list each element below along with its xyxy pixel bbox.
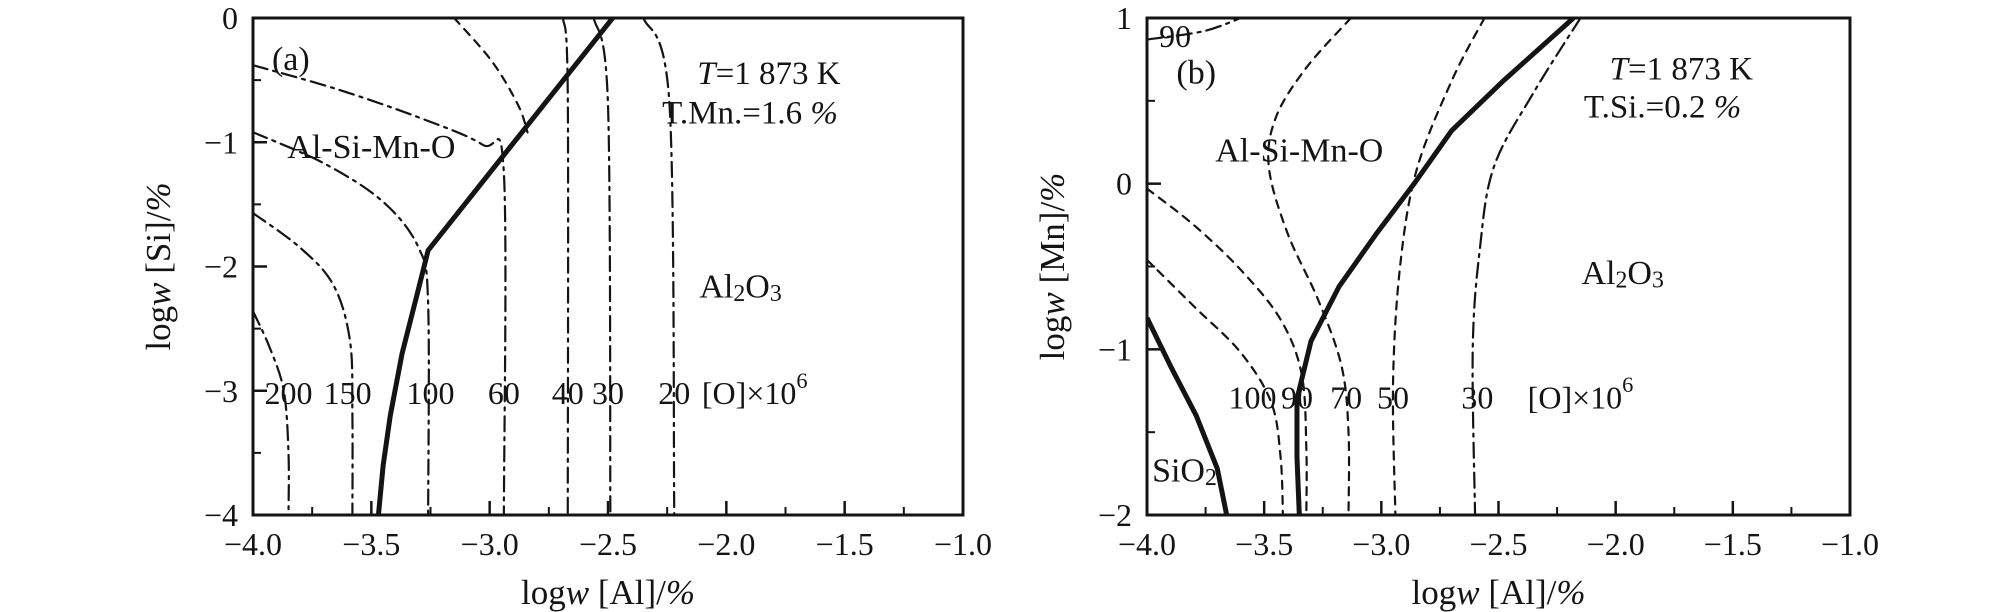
SiO2-phase-boundary — [1147, 316, 1230, 515]
x-tick-label: −1.0 — [1821, 526, 1879, 562]
y-tick-label: 0 — [222, 0, 238, 36]
contour-line-90 — [1147, 187, 1308, 515]
x-tick-label: −3.0 — [1352, 526, 1410, 562]
x-tick-label: −3.0 — [461, 526, 519, 562]
contour-line-60 — [253, 64, 507, 515]
contour-label-60: 60 — [488, 375, 520, 411]
contour-label-100: 100 — [1228, 379, 1276, 415]
contour-line-200 — [253, 310, 290, 515]
contour-line-unlabeled — [453, 18, 529, 134]
contour-line-90 — [1147, 18, 1242, 41]
region-label: Al2O3 — [699, 268, 781, 307]
contour-label-40: 40 — [552, 375, 584, 411]
contour-line-30 — [592, 18, 612, 515]
y-tick-label: −1 — [204, 124, 238, 160]
contour-line-40 — [561, 18, 570, 515]
y-tick-label: −4 — [204, 497, 238, 533]
x-axis-title: logw [Al]/% — [521, 573, 695, 612]
contour-label-20: 20 — [658, 375, 690, 411]
Al2O3-silicate-phase-boundary — [1294, 18, 1576, 515]
y-tick-label: 0 — [1116, 166, 1132, 202]
y-axis-title: logw [Mn]/% — [1033, 173, 1072, 361]
contour-label-150: 150 — [324, 375, 372, 411]
y-tick-label: −2 — [1098, 497, 1132, 533]
panel-label: (b) — [1176, 54, 1216, 91]
contour-line-30 — [1471, 18, 1582, 515]
annotation-text: T=1 873 K — [1610, 51, 1753, 87]
panel-label: (a) — [272, 41, 310, 78]
contour-label-70: 70 — [1330, 379, 1362, 415]
region-label: Al2O3 — [1582, 255, 1664, 294]
annotation-text: T.Mn.=1.6 % — [662, 96, 838, 132]
contour-label-200: 200 — [265, 375, 313, 411]
oxygen-unit-label: [O]×106 — [1528, 371, 1634, 415]
contour-label-100: 100 — [407, 375, 455, 411]
plot-frame — [1145, 16, 1852, 517]
contour-line-100 — [253, 131, 430, 515]
x-tick-label: −4.0 — [1118, 526, 1176, 562]
contour-label-90: 90 — [1281, 379, 1313, 415]
annotation-text: T=1 873 K — [697, 56, 840, 92]
x-tick-label: −2.5 — [1469, 526, 1527, 562]
y-axis-title: logw [Si]/% — [139, 182, 178, 350]
contour-label-50: 50 — [1377, 379, 1409, 415]
y-tick-label: 1 — [1116, 0, 1132, 36]
x-tick-label: −4.0 — [224, 526, 282, 562]
annotation-text: T.Si.=0.2 % — [1584, 89, 1741, 125]
contour-label-30: 30 — [1461, 379, 1493, 415]
contour-line-100 — [1147, 258, 1285, 515]
contour-line-70 — [1267, 18, 1352, 515]
contour-line-20 — [642, 18, 676, 515]
oxygen-unit-label: [O]×106 — [702, 367, 808, 411]
x-tick-label: −1.0 — [934, 526, 992, 562]
region-label: SiO2 — [1152, 452, 1217, 491]
x-tick-label: −3.5 — [1235, 526, 1293, 562]
x-tick-label: −2.5 — [579, 526, 637, 562]
x-tick-label: −1.5 — [816, 526, 874, 562]
panel-b: −4.0 −3.5 −3.0 −2.5 −2.0 −1.5 −1.0 1 0 −1 −2 logw [… — [1033, 0, 1880, 612]
x-tick-label: −3.5 — [342, 526, 400, 562]
region-label: Al-Si-Mn-O — [1215, 132, 1383, 169]
x-tick-label: −2.0 — [1587, 526, 1645, 562]
curves-layer — [253, 18, 676, 515]
x-tick-label: −1.5 — [1704, 526, 1762, 562]
contour-label-30: 30 — [592, 375, 624, 411]
curves-layer — [1147, 18, 1582, 515]
x-tick-label: −2.0 — [697, 526, 755, 562]
panel-a: −4.0 −3.5 −3.0 −2.5 −2.0 −1.5 −1.0 0 −1 −2 −3 −4 log… — [139, 0, 993, 612]
plot-frame — [251, 16, 965, 517]
contour-line-150 — [253, 211, 354, 515]
contour-label-90: 90 — [1159, 18, 1191, 54]
Al2O3-silicate-phase-boundary — [375, 18, 615, 515]
x-axis-title: logw [Al]/% — [1411, 573, 1585, 612]
y-tick-label: −3 — [204, 373, 238, 409]
region-label: Al-Si-Mn-O — [287, 129, 455, 166]
contour-line-50 — [1391, 18, 1486, 515]
y-tick-label: −2 — [204, 249, 238, 285]
y-tick-label: −1 — [1098, 331, 1132, 367]
